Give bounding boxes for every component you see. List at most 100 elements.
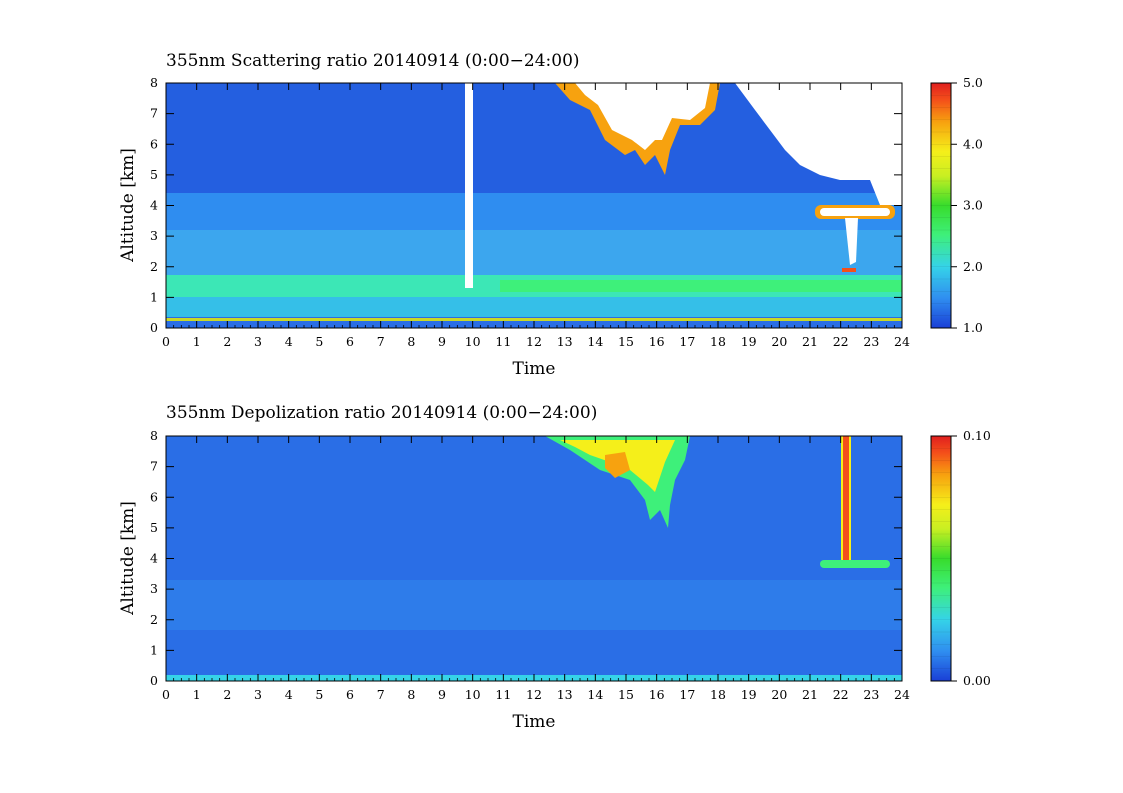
colorbar-tick-label: 0.10 bbox=[963, 428, 991, 443]
low-cloud-core bbox=[820, 208, 890, 216]
x-tick-label: 2 bbox=[223, 687, 231, 702]
colorbar-tick-label: 2.0 bbox=[963, 259, 983, 274]
x-tick-label: 11 bbox=[495, 334, 511, 349]
y-tick-label: 3 bbox=[150, 581, 158, 596]
x-tick-label: 22 bbox=[833, 334, 849, 349]
y-axis-label-scattering: Altitude [km] bbox=[118, 148, 138, 263]
colorbar-scattering: 1.0 2.0 3.0 4.0 5.0 bbox=[930, 75, 983, 335]
no-data-upper-right bbox=[735, 83, 902, 205]
depol-streak-22h-core bbox=[843, 436, 849, 566]
x-tick-label: 20 bbox=[771, 334, 787, 349]
x-tick-label: 9 bbox=[438, 334, 446, 349]
x-tick-label: 11 bbox=[495, 687, 511, 702]
x-tick-label: 24 bbox=[894, 687, 910, 702]
x-tick-label: 23 bbox=[863, 687, 879, 702]
x-tick-label: 16 bbox=[649, 687, 665, 702]
y-axis-depolarization: 0 1 2 3 4 5 6 7 8 bbox=[150, 428, 902, 688]
x-tick-label: 16 bbox=[649, 334, 665, 349]
x-tick-label: 19 bbox=[741, 687, 757, 702]
y-axis-label-depolarization: Altitude [km] bbox=[118, 501, 138, 616]
y-tick-label: 7 bbox=[150, 459, 158, 474]
y-tick-label: 2 bbox=[150, 612, 158, 627]
colorbar-gradient-depolarization bbox=[930, 435, 952, 682]
x-tick-label: 4 bbox=[285, 687, 293, 702]
x-tick-label: 6 bbox=[346, 334, 354, 349]
low-cloud-fallstreak bbox=[845, 218, 858, 265]
x-tick-label: 20 bbox=[771, 687, 787, 702]
y-tick-label: 1 bbox=[150, 289, 158, 304]
x-tick-label: 5 bbox=[315, 687, 323, 702]
colorbar-ticks-depolarization: 0.00 0.10 bbox=[931, 428, 991, 688]
x-tick-label: 1 bbox=[193, 334, 201, 349]
y-tick-label: 0 bbox=[150, 673, 158, 688]
x-tick-label: 13 bbox=[557, 687, 573, 702]
x-tick-label: 14 bbox=[587, 687, 603, 702]
x-tick-label: 7 bbox=[377, 334, 385, 349]
cirrus-depol-core bbox=[560, 440, 675, 492]
x-tick-label: 5 bbox=[315, 334, 323, 349]
y-tick-label: 7 bbox=[150, 106, 158, 121]
x-tick-label: 19 bbox=[741, 334, 757, 349]
y-tick-label: 2 bbox=[150, 259, 158, 274]
y-tick-label: 8 bbox=[150, 75, 158, 90]
no-data-gap-10h bbox=[465, 83, 473, 288]
x-tick-label: 17 bbox=[679, 334, 695, 349]
colorbar-tick-label: 5.0 bbox=[963, 75, 983, 90]
heatmap-layer-midlight bbox=[166, 230, 902, 275]
colorbar-tick-label: 0.00 bbox=[963, 673, 991, 688]
x-tick-label: 8 bbox=[407, 687, 415, 702]
x-tick-label: 13 bbox=[557, 334, 573, 349]
x-axis-scattering: 0 1 2 3 4 5 6 7 8 9 10 11 12 13 14 15 16 17 18 19 20 21 22 23 24 bbox=[162, 83, 910, 349]
x-tick-label: 21 bbox=[802, 687, 818, 702]
x-tick-label: 12 bbox=[526, 687, 542, 702]
y-axis-scattering: 0 1 2 3 4 5 6 7 8 bbox=[150, 75, 902, 335]
x-tick-label: 3 bbox=[254, 687, 262, 702]
scattering-ratio-panel: 355nm Scattering ratio 20140914 (0:00−24… bbox=[118, 51, 983, 379]
x-tick-label: 9 bbox=[438, 687, 446, 702]
x-tick-label: 3 bbox=[254, 334, 262, 349]
y-tick-label: 1 bbox=[150, 642, 158, 657]
chart-title-depolarization: 355nm Depolization ratio 20140914 (0:00−… bbox=[166, 403, 597, 423]
x-tick-label: 7 bbox=[377, 687, 385, 702]
x-tick-label: 4 bbox=[285, 334, 293, 349]
heatmap-surface-line bbox=[166, 318, 902, 321]
depol-cloud-base bbox=[820, 560, 890, 568]
x-tick-label: 14 bbox=[587, 334, 603, 349]
colorbar-tick-label: 4.0 bbox=[963, 136, 983, 151]
x-tick-label: 18 bbox=[710, 334, 726, 349]
colorbar-tick-label: 1.0 bbox=[963, 320, 983, 335]
x-tick-label: 2 bbox=[223, 334, 231, 349]
heatmap-background-depolarization bbox=[166, 436, 902, 681]
x-tick-label: 17 bbox=[679, 687, 695, 702]
x-tick-label: 23 bbox=[863, 334, 879, 349]
x-tick-label: 6 bbox=[346, 687, 354, 702]
x-tick-label: 24 bbox=[894, 334, 910, 349]
y-tick-label: 4 bbox=[150, 198, 158, 213]
colorbar-ticks-scattering: 1.0 2.0 3.0 4.0 5.0 bbox=[931, 75, 983, 335]
x-tick-label: 22 bbox=[833, 687, 849, 702]
y-tick-label: 6 bbox=[150, 489, 158, 504]
x-axis-depolarization: 0 1 2 3 4 5 6 7 8 9 10 11 12 13 14 15 16 17 18 19 20 21 22 23 24 bbox=[162, 436, 910, 702]
heatmap-boundary-core bbox=[500, 280, 902, 292]
x-tick-label: 15 bbox=[618, 687, 634, 702]
y-tick-label: 5 bbox=[150, 520, 158, 535]
x-tick-label: 18 bbox=[710, 687, 726, 702]
colorbar-tick-label: 3.0 bbox=[963, 198, 983, 213]
y-tick-label: 8 bbox=[150, 428, 158, 443]
plot-area-scattering bbox=[165, 82, 903, 329]
y-tick-label: 4 bbox=[150, 551, 158, 566]
heatmap-lower-layer bbox=[166, 297, 902, 317]
x-axis-label-scattering: Time bbox=[513, 359, 556, 379]
hotspot-boundary-22h bbox=[842, 268, 856, 272]
x-tick-label: 8 bbox=[407, 334, 415, 349]
x-tick-label: 12 bbox=[526, 334, 542, 349]
y-tick-label: 0 bbox=[150, 320, 158, 335]
x-tick-label: 21 bbox=[802, 334, 818, 349]
chart-title-scattering: 355nm Scattering ratio 20140914 (0:00−24… bbox=[166, 51, 580, 71]
depolarization-ratio-panel: 355nm Depolization ratio 20140914 (0:00−… bbox=[118, 403, 991, 732]
x-tick-label: 0 bbox=[162, 687, 170, 702]
x-tick-label: 1 bbox=[193, 687, 201, 702]
y-tick-label: 6 bbox=[150, 136, 158, 151]
y-tick-label: 5 bbox=[150, 167, 158, 182]
